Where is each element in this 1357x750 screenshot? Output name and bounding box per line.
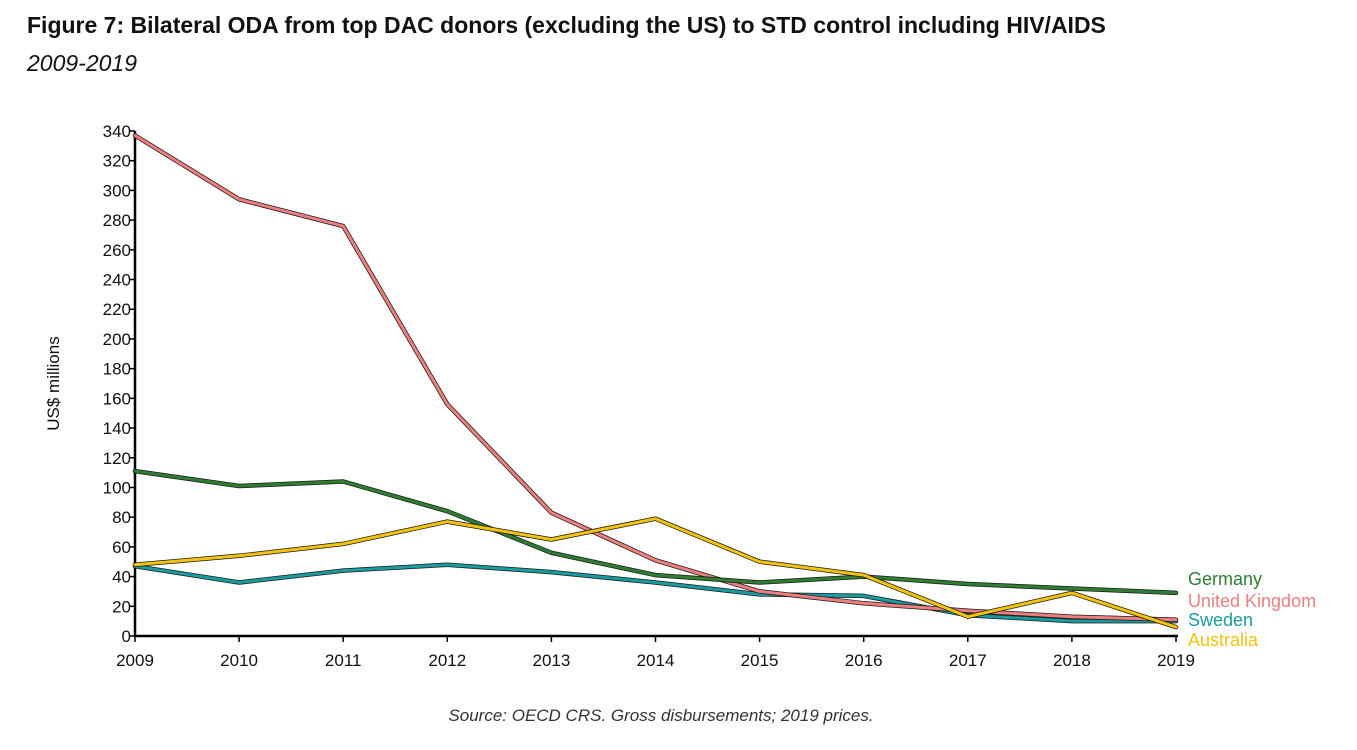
y-tick-label: 120: [103, 449, 131, 468]
legend-label-australia: Australia: [1188, 630, 1259, 650]
x-tick-label: 2019: [1157, 651, 1195, 670]
source-note: Source: OECD CRS. Gross disbursements; 2…: [448, 706, 874, 725]
x-tick-label: 2012: [428, 651, 466, 670]
y-tick-label: 280: [103, 211, 131, 230]
series-line-australia: [133, 517, 1178, 629]
y-axis-label: US$ millions: [44, 336, 63, 430]
y-tick-label: 140: [103, 419, 131, 438]
series-line-germany: [133, 469, 1178, 595]
series-outline-united-kingdom: [132, 133, 1179, 622]
x-tick-label: 2014: [637, 651, 675, 670]
x-tick-label: 2018: [1053, 651, 1091, 670]
x-tick-label: 2010: [220, 651, 258, 670]
y-tick-label: 260: [103, 241, 131, 260]
x-tick-label: 2015: [741, 651, 779, 670]
legend-label-sweden: Sweden: [1188, 610, 1253, 630]
x-tick-label: 2009: [116, 651, 154, 670]
x-tick-label: 2016: [845, 651, 883, 670]
series-line-united-kingdom: [133, 134, 1178, 622]
y-tick-label: 300: [103, 181, 131, 200]
x-tick-label: 2013: [532, 651, 570, 670]
y-tick-label: 80: [112, 508, 131, 527]
y-tick-label: 160: [103, 389, 131, 408]
y-tick-label: 240: [103, 271, 131, 290]
y-tick-label: 60: [112, 538, 131, 557]
y-tick-label: 220: [103, 300, 131, 319]
y-tick-label: 0: [122, 627, 131, 646]
y-tick-label: 20: [112, 597, 131, 616]
x-tick-label: 2017: [949, 651, 987, 670]
y-tick-label: 200: [103, 330, 131, 349]
series-line-sweden: [133, 563, 1178, 623]
x-tick-label: 2011: [325, 651, 362, 670]
y-tick-label: 320: [103, 152, 131, 171]
legend-label-germany: Germany: [1188, 569, 1262, 589]
chart-subtitle: 2009-2019: [27, 50, 137, 76]
y-tick-label: 180: [103, 360, 131, 379]
y-tick-label: 40: [112, 568, 131, 587]
chart-title: Figure 7: Bilateral ODA from top DAC don…: [27, 12, 1106, 38]
y-tick-label: 340: [103, 122, 131, 141]
legend-label-united-kingdom: United Kingdom: [1188, 591, 1316, 611]
y-tick-label: 100: [103, 478, 131, 497]
